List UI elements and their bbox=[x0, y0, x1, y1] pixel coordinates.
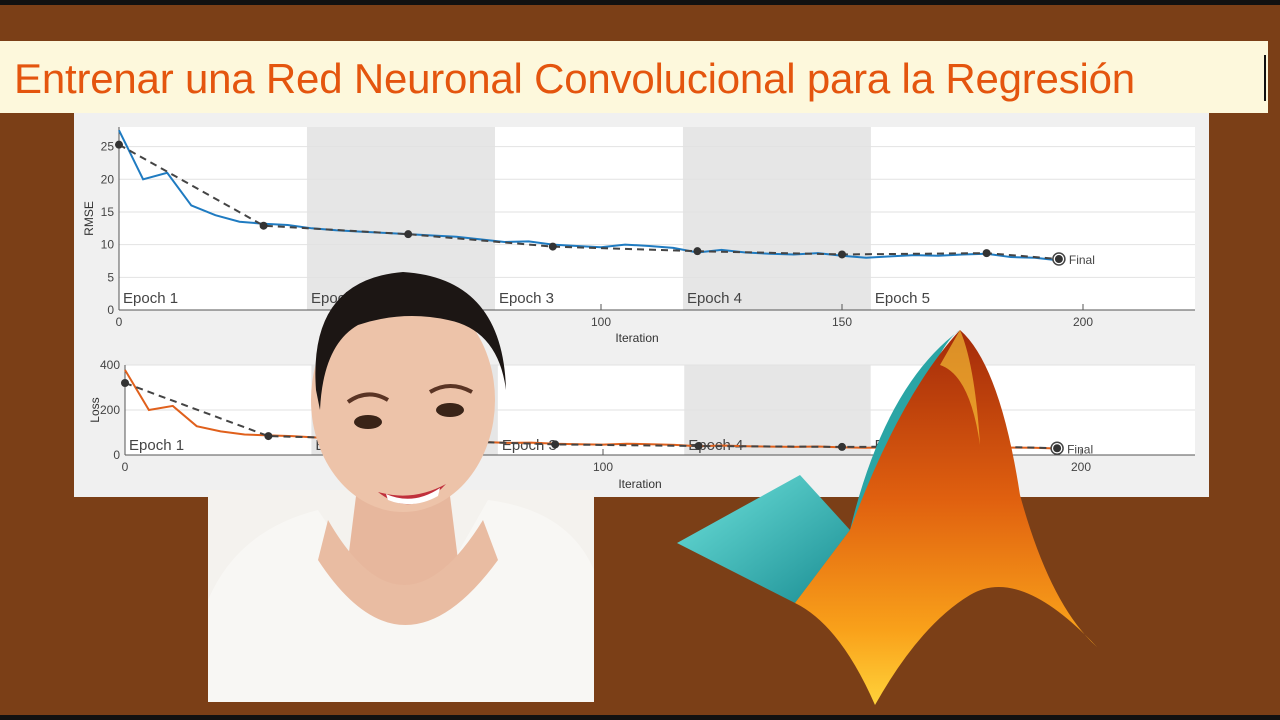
validation-point bbox=[694, 442, 703, 450]
epoch-band bbox=[682, 127, 871, 310]
validation-point bbox=[1053, 444, 1062, 453]
x-tick-label: 200 bbox=[1071, 460, 1091, 474]
top-border bbox=[0, 0, 1280, 5]
y-tick-label: 20 bbox=[101, 172, 115, 186]
epoch-label: Epoch 4 bbox=[687, 290, 742, 307]
validation-point bbox=[264, 432, 273, 441]
video-title: Entrenar una Red Neuronal Convolucional … bbox=[14, 55, 1135, 102]
rmse-chart: Epoch 1 Epoch 2 Epoch 3 Epoch 4 Epoch 505101… bbox=[82, 127, 1195, 345]
validation-point bbox=[404, 230, 413, 239]
y-tick-label: 0 bbox=[113, 448, 120, 462]
epoch-label: Epoch 1 bbox=[129, 437, 184, 454]
validation-series bbox=[118, 143, 1059, 261]
y-tick-label: 400 bbox=[100, 358, 120, 372]
validation-point bbox=[1054, 255, 1063, 264]
validation-point bbox=[838, 442, 846, 451]
final-label: Final bbox=[1067, 442, 1093, 456]
matlab-logo bbox=[677, 330, 1097, 705]
x-axis-label: Iteration bbox=[615, 331, 658, 345]
validation-point bbox=[548, 242, 557, 251]
epoch-label: Epoch 1 bbox=[123, 290, 178, 307]
validation-point bbox=[115, 140, 123, 149]
y-tick-label: 25 bbox=[101, 140, 115, 154]
validation-point bbox=[259, 221, 268, 230]
epoch-label: Epoch 3 bbox=[502, 437, 557, 454]
y-axis-label: Loss bbox=[88, 397, 102, 422]
validation-point bbox=[121, 379, 129, 387]
plot-area bbox=[119, 127, 1195, 310]
validation-point bbox=[693, 247, 702, 256]
y-axis-label: RMSE bbox=[82, 201, 96, 236]
presenter-photo bbox=[208, 272, 594, 702]
y-tick-label: 10 bbox=[101, 238, 115, 252]
text-cursor bbox=[1264, 55, 1266, 101]
x-tick-label: 200 bbox=[1073, 315, 1093, 329]
training-series bbox=[118, 129, 1060, 262]
x-axis-label: Iteration bbox=[618, 477, 661, 491]
y-tick-label: 0 bbox=[107, 303, 114, 317]
epoch-label: Epoch 3 bbox=[499, 290, 554, 307]
final-label: Final bbox=[1069, 253, 1095, 267]
epoch-label: Epoch 5 bbox=[875, 290, 930, 307]
x-tick-label: 100 bbox=[591, 315, 611, 329]
title-banner: Entrenar una Red Neuronal Convolucional … bbox=[0, 41, 1268, 113]
validation-point bbox=[551, 440, 560, 449]
y-tick-label: 5 bbox=[107, 270, 114, 284]
y-tick-label: 200 bbox=[100, 403, 120, 417]
validation-point bbox=[982, 249, 991, 258]
bottom-border bbox=[0, 715, 1280, 720]
x-tick-label: 0 bbox=[116, 315, 123, 329]
x-tick-label: 100 bbox=[593, 460, 613, 474]
x-tick-label: 0 bbox=[122, 460, 129, 474]
validation-point bbox=[838, 250, 846, 259]
x-tick-label: 150 bbox=[832, 315, 852, 329]
y-tick-label: 15 bbox=[101, 205, 115, 219]
